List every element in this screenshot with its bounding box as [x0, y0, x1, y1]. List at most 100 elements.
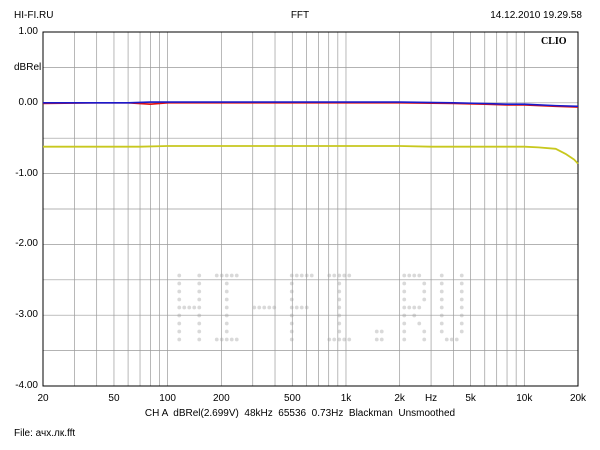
watermark-dot	[177, 305, 182, 310]
watermark-dot	[257, 305, 262, 310]
watermark-dot	[182, 305, 187, 310]
watermark-dot	[229, 273, 234, 278]
watermark-dot	[177, 297, 182, 302]
watermark-dot	[177, 337, 182, 342]
x-tick-label: 500	[283, 393, 301, 404]
watermark-dot	[267, 305, 272, 310]
watermark-dot	[214, 337, 219, 342]
watermark-dot	[197, 281, 202, 286]
clio-logo: CLIO	[541, 36, 567, 47]
watermark-dot	[197, 321, 202, 326]
watermark-dot	[459, 281, 464, 286]
watermark-dot	[439, 305, 444, 310]
watermark-dot	[407, 273, 412, 278]
watermark-dot	[214, 273, 219, 278]
watermark-dot	[347, 273, 352, 278]
watermark-dot	[439, 273, 444, 278]
watermark-dot	[459, 329, 464, 334]
y-axis-label: dBRel	[14, 62, 42, 73]
watermark-dot	[219, 273, 224, 278]
watermark-dot	[342, 337, 347, 342]
trace-yellow	[43, 145, 579, 165]
watermark-dot	[402, 305, 407, 310]
watermark-dot	[417, 321, 422, 326]
watermark-dot	[224, 337, 229, 342]
trace-blue	[43, 101, 579, 108]
watermark-dot	[379, 337, 384, 342]
watermark-dot	[337, 289, 342, 294]
watermark-dot	[197, 273, 202, 278]
watermark-dot	[337, 329, 342, 334]
watermark-dot	[402, 289, 407, 294]
measurement-info: CH A dBRel(2.699V) 48kHz 65536 0.73Hz Bl…	[144, 408, 456, 419]
watermark-dot	[422, 297, 427, 302]
watermark-dot	[402, 321, 407, 326]
watermark-dot	[459, 289, 464, 294]
watermark-dot	[197, 289, 202, 294]
x-tick-label: 50	[108, 393, 120, 404]
watermark-dot	[272, 305, 277, 310]
watermark-dot	[224, 289, 229, 294]
watermark-dot	[177, 329, 182, 334]
watermark-dot	[252, 305, 257, 310]
plot-traces	[42, 101, 579, 165]
watermark-dot	[412, 273, 417, 278]
watermark-dot	[177, 289, 182, 294]
watermark-dot	[224, 329, 229, 334]
x-tick-label: 5k	[465, 393, 476, 404]
watermark-dot	[439, 321, 444, 326]
watermark-dot	[402, 297, 407, 302]
watermark-dot	[374, 329, 379, 334]
watermark-dot	[412, 305, 417, 310]
x-tick-label: 200	[212, 393, 230, 404]
watermark-dot	[347, 337, 352, 342]
watermark-dot	[187, 305, 192, 310]
y-tick-label: -2.00	[15, 238, 38, 250]
watermark-dot	[192, 305, 197, 310]
watermark-dot	[224, 297, 229, 302]
plot-frame	[42, 31, 579, 387]
watermark-dot	[337, 337, 342, 342]
x-tick-label: 10k	[516, 393, 533, 404]
y-tick-label: -4.00	[15, 380, 38, 391]
watermark-dot	[407, 305, 412, 310]
x-tick-label: 20	[37, 393, 49, 404]
watermark-dot	[299, 305, 304, 310]
watermark-dot	[332, 273, 337, 278]
watermark-dot	[402, 281, 407, 286]
watermark-dot	[327, 273, 332, 278]
watermark-dot	[439, 329, 444, 334]
watermark-dot	[177, 321, 182, 326]
watermark-dot	[417, 305, 422, 310]
watermark-logo	[177, 273, 464, 342]
watermark-dot	[402, 329, 407, 334]
watermark-dot	[289, 305, 294, 310]
watermark-dot	[402, 273, 407, 278]
watermark-dot	[289, 329, 294, 334]
watermark-dot	[289, 321, 294, 326]
watermark-dot	[219, 337, 224, 342]
watermark-dot	[294, 305, 299, 310]
watermark-dot	[294, 273, 299, 278]
watermark-dot	[454, 337, 459, 342]
watermark-dot	[422, 329, 427, 334]
watermark-dot	[402, 337, 407, 342]
watermark-dot	[459, 305, 464, 310]
watermark-dot	[197, 329, 202, 334]
x-axis-unit: Hz	[424, 393, 438, 404]
watermark-dot	[379, 329, 384, 334]
watermark-dot	[177, 273, 182, 278]
watermark-dot	[262, 305, 267, 310]
watermark-dot	[289, 281, 294, 286]
watermark-dot	[439, 281, 444, 286]
watermark-dot	[197, 305, 202, 310]
watermark-dot	[459, 297, 464, 302]
watermark-dot	[422, 289, 427, 294]
x-tick-label: 2k	[394, 393, 405, 404]
watermark-dot	[224, 321, 229, 326]
watermark-dot	[234, 337, 239, 342]
x-tick-label: 20k	[569, 393, 587, 404]
y-tick-label: -3.00	[15, 309, 38, 321]
watermark-dot	[197, 297, 202, 302]
